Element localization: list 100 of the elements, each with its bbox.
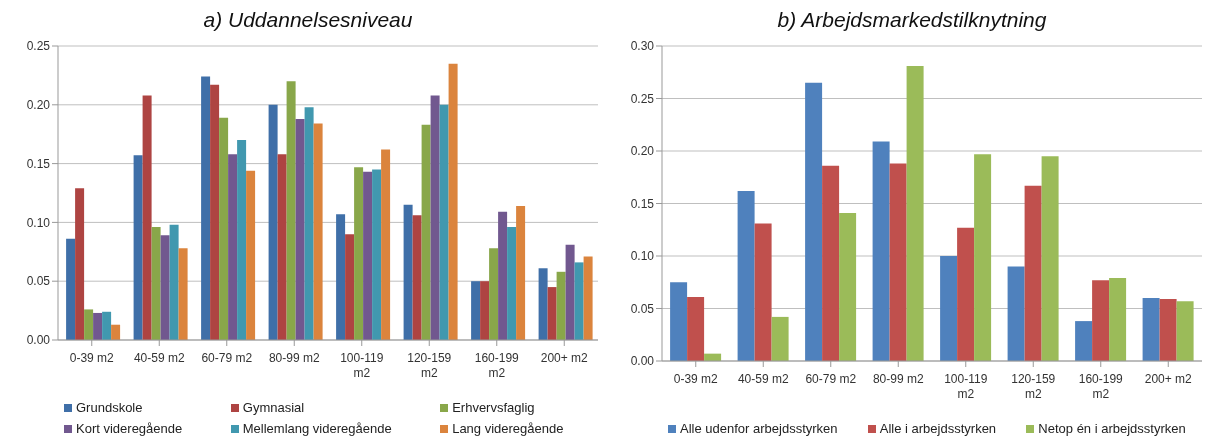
bar xyxy=(142,95,152,340)
bar xyxy=(277,154,287,340)
bar xyxy=(687,296,705,361)
bar xyxy=(160,235,170,340)
bar xyxy=(1024,185,1042,361)
bar xyxy=(381,149,391,340)
bar xyxy=(228,154,238,340)
bar xyxy=(839,212,857,361)
bar xyxy=(84,309,94,340)
bar xyxy=(1159,299,1177,361)
legend-label: Alle udenfor arbejdsstyrken xyxy=(680,421,838,436)
bar xyxy=(304,107,314,340)
bar xyxy=(93,312,103,340)
x-tick-label: 120-159 m2 xyxy=(1011,372,1056,401)
legend-label: Mellemlang videregående xyxy=(242,421,392,436)
bar xyxy=(1092,280,1110,361)
legend-label: Alle i arbejdsstyrken xyxy=(879,421,997,436)
bar xyxy=(133,155,143,340)
bar xyxy=(75,188,85,340)
bar xyxy=(268,104,278,340)
bar xyxy=(439,104,449,340)
bar xyxy=(237,140,247,340)
bar xyxy=(430,95,440,340)
x-tick-label: 60-79 m2 xyxy=(805,372,857,386)
legend-label: Grundskole xyxy=(76,400,143,415)
bar xyxy=(151,227,161,340)
bar xyxy=(111,324,121,340)
bar xyxy=(295,118,305,340)
x-tick-label: 80-99 m2 xyxy=(268,351,320,365)
bar xyxy=(906,65,924,361)
bar xyxy=(421,124,431,340)
bar xyxy=(670,282,688,361)
chart-title: b) Arbejdsmarkedstilknytning xyxy=(776,8,1048,33)
bar xyxy=(583,256,593,340)
y-tick-label: 0.00 xyxy=(26,333,51,348)
y-tick-label: 0.15 xyxy=(26,156,51,171)
y-tick-label: 0.00 xyxy=(630,354,655,369)
bar xyxy=(246,170,256,340)
x-tick-label: 60-79 m2 xyxy=(201,351,253,365)
y-tick-label: 0.20 xyxy=(630,144,655,159)
y-tick-label: 0.15 xyxy=(630,196,655,211)
x-tick-label: 100-119 m2 xyxy=(340,351,384,380)
bar xyxy=(363,171,373,340)
bar xyxy=(403,204,413,340)
x-tick-label: 0-39 m2 xyxy=(673,372,719,386)
bar xyxy=(957,227,975,361)
bar xyxy=(872,141,890,361)
x-tick-label: 40-59 m2 xyxy=(133,351,185,365)
bar xyxy=(498,211,508,340)
x-tick-label: 0-39 m2 xyxy=(69,351,115,365)
bar xyxy=(754,223,772,361)
bar xyxy=(1075,321,1093,361)
bar xyxy=(345,234,355,340)
bar xyxy=(556,271,566,340)
bar xyxy=(201,76,211,340)
bar xyxy=(547,287,557,340)
bar xyxy=(489,248,499,340)
x-tick-label: 200+ m2 xyxy=(1144,372,1193,386)
bar xyxy=(372,169,382,340)
legend-label: Netop én i arbejdsstyrken xyxy=(1038,421,1186,436)
bar xyxy=(219,117,229,340)
bar xyxy=(169,224,179,340)
bar xyxy=(286,81,296,340)
bar xyxy=(737,190,755,361)
bar xyxy=(471,281,481,340)
bar xyxy=(974,154,992,361)
bar xyxy=(516,205,526,340)
bar xyxy=(1142,298,1160,361)
bar xyxy=(1109,278,1127,361)
x-tick-label: 160-199 m2 xyxy=(1078,372,1124,401)
x-tick-label: 80-99 m2 xyxy=(872,372,924,386)
y-tick-label: 0.05 xyxy=(630,301,655,316)
y-tick-label: 0.10 xyxy=(26,215,51,230)
bar xyxy=(354,167,364,340)
bar xyxy=(448,63,458,340)
bar xyxy=(1007,266,1025,361)
x-tick-label: 160-199 m2 xyxy=(474,351,520,380)
bar xyxy=(538,268,548,340)
bar xyxy=(822,165,840,361)
y-tick-label: 0.20 xyxy=(26,98,51,113)
bar xyxy=(313,123,323,340)
y-tick-label: 0.25 xyxy=(26,39,51,54)
x-tick-label: 100-119 m2 xyxy=(944,372,988,401)
bar xyxy=(480,281,490,340)
y-tick-label: 0.10 xyxy=(630,249,655,264)
legend-label: Lang videregående xyxy=(452,421,564,436)
bar xyxy=(565,244,575,340)
bar xyxy=(940,256,958,361)
bar xyxy=(771,316,789,361)
y-tick-label: 0.25 xyxy=(630,91,655,106)
bar xyxy=(412,215,422,340)
legend-label: Kort videregående xyxy=(76,421,183,436)
x-tick-label: 200+ m2 xyxy=(540,351,589,365)
bar xyxy=(1041,156,1059,361)
legend-label: Gymnasial xyxy=(242,400,305,415)
bar xyxy=(574,262,584,340)
y-tick-label: 0.05 xyxy=(26,274,51,289)
bar xyxy=(336,214,346,340)
bar xyxy=(1176,301,1194,361)
y-tick-label: 0.30 xyxy=(630,39,655,54)
